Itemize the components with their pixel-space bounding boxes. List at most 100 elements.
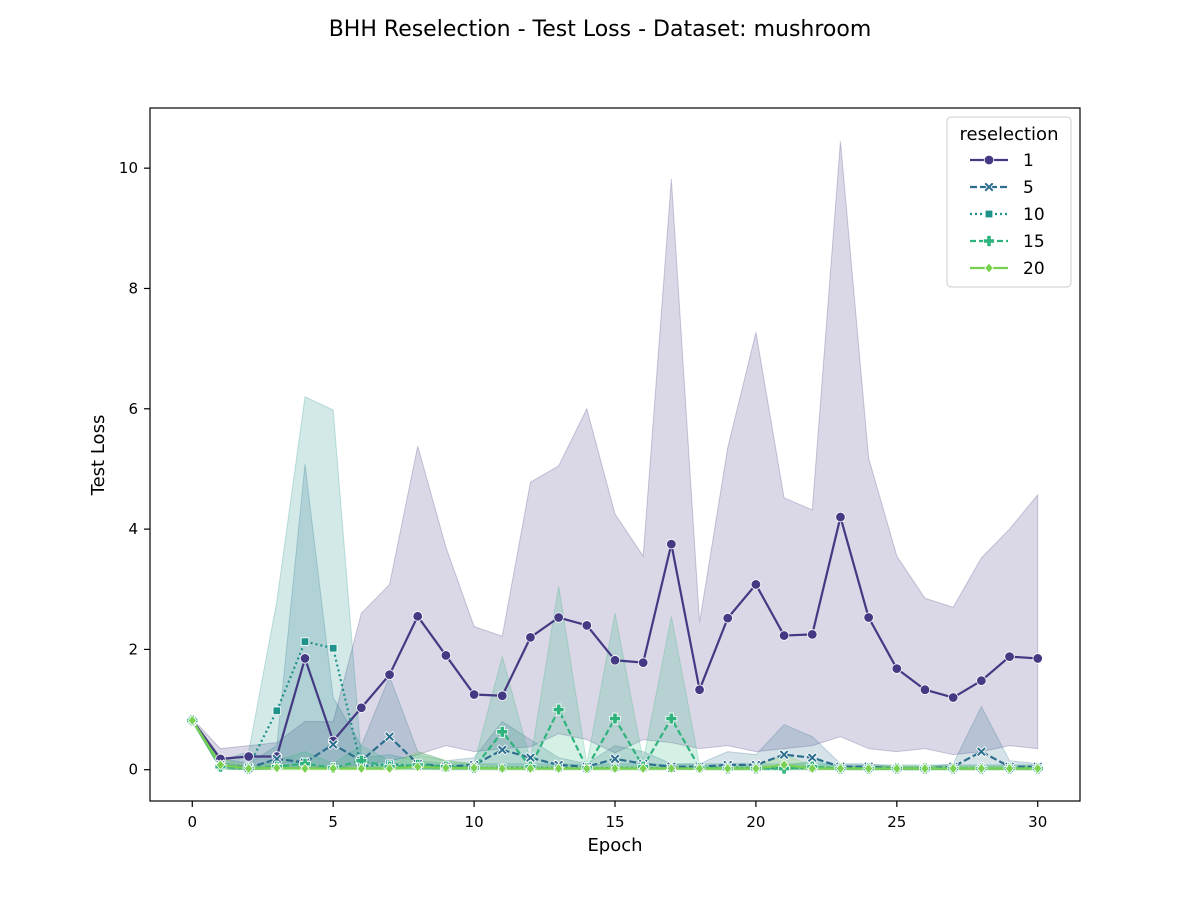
legend-label-5: 5 xyxy=(1023,178,1034,198)
y-tick-label: 2 xyxy=(128,640,138,658)
point-series-20 xyxy=(413,761,423,773)
point-series-1 xyxy=(947,692,959,703)
point-series-15 xyxy=(552,703,565,716)
point-series-1 xyxy=(863,612,874,623)
point-series-20 xyxy=(582,762,592,775)
point-series-20 xyxy=(243,762,254,775)
point-series-20 xyxy=(441,762,451,774)
y-axis: 0 2 4 6 8 10 xyxy=(119,159,150,779)
point-series-20 xyxy=(187,714,197,727)
point-series-20 xyxy=(694,762,705,775)
point-series-1 xyxy=(525,632,536,643)
point-series-15 xyxy=(609,712,621,725)
legend-marker-1 xyxy=(983,154,995,166)
point-series-1 xyxy=(1004,651,1015,662)
confidence-bands xyxy=(191,141,1039,771)
point-series-20 xyxy=(1033,762,1043,775)
point-series-1 xyxy=(1032,653,1043,664)
x-axis-label: Epoch xyxy=(587,835,642,856)
point-series-20 xyxy=(723,762,733,775)
point-series-1 xyxy=(356,702,367,713)
point-series-15 xyxy=(665,712,678,725)
point-series-1 xyxy=(976,675,987,686)
point-series-20 xyxy=(384,762,395,775)
legend-marker-5 xyxy=(983,181,995,193)
point-series-1 xyxy=(835,511,846,523)
point-series-1 xyxy=(778,630,790,641)
y-tick-label: 6 xyxy=(128,400,138,418)
point-series-5 xyxy=(496,744,508,756)
band-series-1 xyxy=(191,141,1039,770)
x-tick-label: 20 xyxy=(746,813,765,831)
chart-title: BHH Reselection - Test Loss - Dataset: m… xyxy=(329,17,872,42)
point-series-10 xyxy=(300,637,310,646)
point-series-15 xyxy=(496,725,509,738)
y-axis-label: Test Loss xyxy=(88,415,109,497)
x-tick-label: 30 xyxy=(1028,813,1047,831)
point-series-20 xyxy=(892,762,902,775)
point-series-10 xyxy=(272,706,282,715)
point-series-20 xyxy=(328,762,338,775)
legend-label-20: 20 xyxy=(1023,259,1045,279)
x-tick-label: 15 xyxy=(605,813,624,831)
point-series-20 xyxy=(469,762,479,774)
point-series-5 xyxy=(806,752,818,764)
point-series-5 xyxy=(327,738,339,751)
point-series-20 xyxy=(666,762,677,775)
point-series-20 xyxy=(215,759,226,771)
point-series-1 xyxy=(468,689,480,700)
legend-label-10: 10 xyxy=(1023,205,1045,225)
y-tick-label: 0 xyxy=(128,761,138,779)
legend-label-15: 15 xyxy=(1023,232,1045,252)
point-series-20 xyxy=(779,759,789,771)
point-series-20 xyxy=(863,762,874,775)
point-series-20 xyxy=(356,762,367,775)
point-series-10 xyxy=(328,644,338,653)
legend-marker-15 xyxy=(983,235,995,247)
point-series-20 xyxy=(497,762,507,775)
point-series-1 xyxy=(694,684,705,695)
legend-title: reselection xyxy=(960,124,1059,145)
point-series-20 xyxy=(610,762,620,775)
point-series-20 xyxy=(525,762,536,775)
point-series-1 xyxy=(299,653,311,664)
point-series-1 xyxy=(807,629,818,640)
point-series-1 xyxy=(891,663,903,674)
point-series-5 xyxy=(524,752,537,764)
x-tick-label: 5 xyxy=(328,813,338,831)
point-series-1 xyxy=(637,657,649,668)
point-series-20 xyxy=(807,762,817,775)
point-series-20 xyxy=(553,762,564,775)
x-tick-label: 10 xyxy=(465,813,484,831)
x-tick-label: 0 xyxy=(187,813,197,831)
x-tick-label: 25 xyxy=(887,813,906,831)
point-series-20 xyxy=(638,762,648,775)
point-series-20 xyxy=(751,762,761,775)
point-series-20 xyxy=(835,762,846,775)
point-series-1 xyxy=(243,751,254,762)
point-series-1 xyxy=(919,684,931,695)
point-series-1 xyxy=(553,612,564,623)
legend-marker-20 xyxy=(984,262,994,274)
legend-marker-10 xyxy=(984,209,994,219)
point-series-20 xyxy=(1004,762,1015,775)
point-series-1 xyxy=(722,612,733,624)
x-axis: 0 5 10 15 20 25 30 xyxy=(187,801,1047,831)
point-series-1 xyxy=(412,611,423,622)
point-series-1 xyxy=(750,579,762,590)
point-series-1 xyxy=(581,620,593,631)
point-series-20 xyxy=(920,762,930,775)
y-tick-label: 4 xyxy=(128,520,138,538)
legend-label-1: 1 xyxy=(1023,151,1034,171)
point-series-5 xyxy=(778,749,790,761)
point-series-1 xyxy=(384,669,395,680)
point-series-5 xyxy=(975,746,987,758)
y-tick-label: 8 xyxy=(128,279,138,297)
point-series-20 xyxy=(300,762,310,775)
point-series-1 xyxy=(440,650,452,661)
point-series-20 xyxy=(976,762,987,775)
y-tick-label: 10 xyxy=(119,159,138,177)
series-markers xyxy=(186,511,1044,775)
